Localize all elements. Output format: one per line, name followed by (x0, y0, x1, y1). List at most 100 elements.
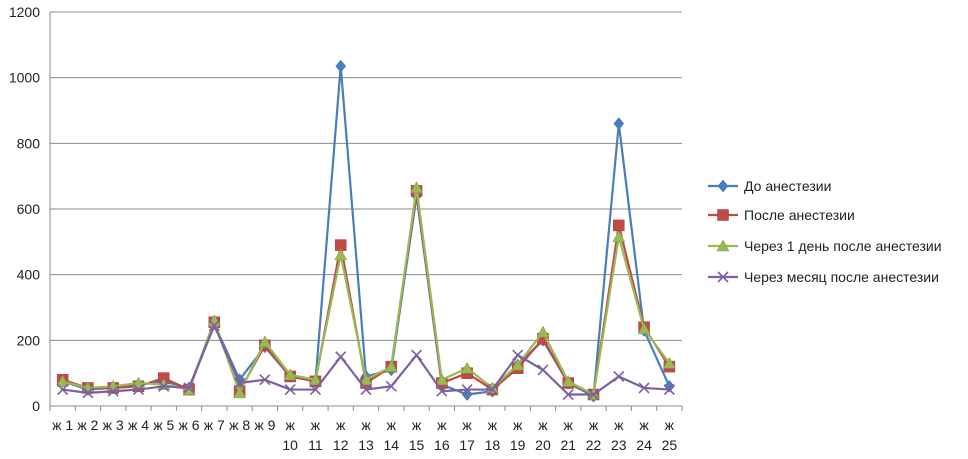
data-point (613, 219, 625, 232)
data-point (638, 382, 650, 394)
x-tick-label: ж 7 (204, 417, 225, 433)
data-point (385, 380, 397, 392)
data-point (56, 374, 70, 387)
x-tick-label: ж 1 (52, 417, 73, 433)
series-4 (57, 319, 675, 401)
legend-item: Через месяц после анестезии (708, 269, 939, 285)
data-point (612, 230, 626, 243)
x-tick-label: ж 3 (103, 417, 124, 433)
data-point (335, 59, 347, 73)
data-point (511, 358, 525, 371)
data-point (132, 376, 145, 389)
x-tick-label: ж 11 (308, 417, 323, 453)
x-tick-label: ж 23 (611, 417, 627, 453)
y-tick-label: 1000 (9, 70, 40, 86)
data-point (283, 368, 297, 381)
data-point (384, 360, 398, 372)
series-group (56, 59, 676, 403)
data-point (284, 384, 296, 396)
x-tick-label: ж 15 (409, 417, 425, 453)
legend-label: До анестезии (744, 178, 831, 194)
data-point (57, 384, 69, 396)
data-point (208, 319, 220, 332)
data-point (309, 373, 322, 385)
legend-marker (717, 209, 729, 221)
legend-marker (717, 271, 729, 283)
data-point (436, 385, 448, 397)
data-point (662, 356, 676, 369)
x-tick-label: ж 16 (434, 417, 450, 453)
legend-label: После анестезии (744, 207, 855, 223)
legend-item: Через 1 день после анестезии (708, 238, 942, 254)
x-tick-label: ж 2 (77, 417, 98, 433)
x-tick-label: ж 9 (254, 417, 275, 433)
data-point (461, 384, 473, 396)
data-point (536, 325, 550, 338)
data-point (183, 382, 195, 394)
data-point (613, 370, 625, 383)
legend: До анестезии После анестезии Через 1 день … (708, 178, 942, 285)
data-point (537, 364, 549, 376)
x-tick-label: ж 20 (535, 417, 551, 453)
data-point (309, 384, 322, 396)
y-tick-label: 1200 (9, 4, 40, 20)
x-tick-label: ж 6 (179, 417, 200, 433)
legend-marker (717, 179, 729, 193)
y-tick-label: 400 (17, 267, 41, 283)
legend-item: После анестезии (708, 207, 855, 223)
x-tick-label: ж 24 (636, 417, 652, 453)
data-point (234, 377, 246, 389)
data-point (107, 385, 119, 397)
data-point (335, 351, 347, 363)
data-point (512, 349, 524, 361)
data-point (158, 380, 170, 392)
x-tick-label: ж 18 (485, 417, 501, 453)
x-tick-label: ж 14 (383, 417, 399, 453)
data-point (613, 117, 625, 131)
data-point (486, 384, 498, 396)
legend-label: Через 1 день после анестезии (744, 238, 942, 254)
data-point (82, 387, 94, 399)
x-tick-label: ж 12 (333, 417, 349, 453)
y-tick-label: 600 (17, 201, 41, 217)
x-tick-label: ж 4 (128, 417, 149, 433)
x-tick-label: ж 5 (153, 417, 174, 433)
data-point (561, 374, 575, 387)
x-tick-label: ж 21 (560, 417, 576, 453)
x-tick-label: ж 22 (586, 417, 602, 453)
y-axis: 0 200 400 600 800 1000 1200 (9, 4, 51, 414)
legend-item: До анестезии (708, 178, 831, 194)
x-tick-label: ж 17 (459, 417, 475, 453)
data-point (334, 248, 348, 261)
data-point (637, 322, 651, 335)
x-tick-label: ж 25 (662, 417, 678, 453)
data-point (435, 373, 449, 385)
data-point (360, 384, 372, 396)
legend-label: Через месяц после анестезии (744, 269, 939, 285)
data-point (233, 386, 247, 399)
data-point (663, 384, 675, 396)
y-tick-label: 200 (17, 332, 41, 348)
series-line (62, 65, 671, 398)
legend-marker (716, 239, 730, 252)
data-point (410, 181, 423, 193)
x-tick-label: ж 8 (229, 417, 250, 433)
x-tick-label: ж 10 (282, 417, 298, 453)
data-point (259, 374, 271, 386)
gridlines (50, 11, 682, 407)
y-tick-label: 800 (17, 135, 41, 151)
y-tick-label: 0 (32, 398, 40, 414)
data-point (587, 388, 600, 401)
data-point (410, 349, 423, 361)
data-point (359, 373, 373, 385)
x-tick-label: ж 19 (510, 417, 526, 453)
series-1 (57, 59, 675, 403)
data-point (562, 388, 574, 401)
data-point (132, 384, 145, 396)
data-point (460, 361, 474, 374)
x-tick-label: ж 13 (358, 417, 374, 453)
data-point (258, 335, 272, 348)
